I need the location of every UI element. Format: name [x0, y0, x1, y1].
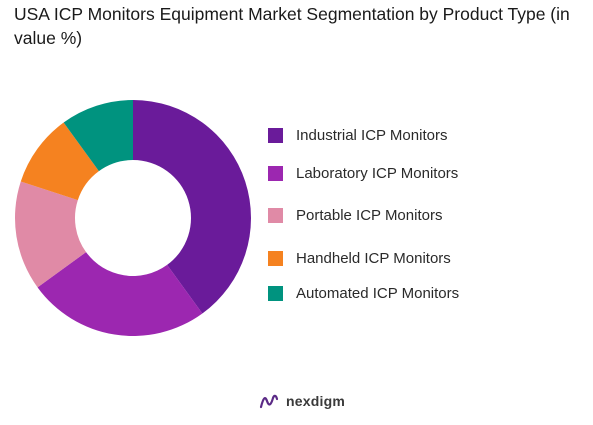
legend-item: Industrial ICP Monitors: [268, 125, 447, 145]
brand-footer: nexdigm: [258, 390, 345, 412]
donut-slice-laboratory-icp-monitors: [37, 252, 203, 336]
legend-label: Automated ICP Monitors: [296, 284, 460, 302]
donut-slice-industrial-icp-monitors: [133, 100, 252, 314]
legend-label: Industrial ICP Monitors: [296, 126, 448, 144]
legend-label: Laboratory ICP Monitors: [296, 164, 459, 182]
donut-slice-automated-icp-monitors: [63, 100, 133, 172]
legend-item: Automated ICP Monitors: [268, 283, 459, 303]
legend-item: Laboratory ICP Monitors: [268, 163, 458, 183]
legend-swatch: [268, 285, 283, 301]
donut-slice-handheld-icp-monitors: [20, 122, 99, 201]
legend-item: Portable ICP Monitors: [268, 205, 442, 225]
donut-slice-portable-icp-monitors: [15, 181, 87, 288]
nexdigm-logo-icon: [259, 394, 279, 409]
brand-name: nexdigm: [286, 393, 345, 409]
legend-swatch: [268, 165, 283, 181]
chart-title: USA ICP Monitors Equipment Market Segmen…: [14, 4, 570, 48]
legend-label: Portable ICP Monitors: [296, 206, 443, 224]
legend-item: Handheld ICP Monitors: [268, 248, 451, 268]
legend-swatch: [268, 127, 283, 143]
legend-swatch: [268, 250, 283, 266]
legend-swatch: [268, 207, 283, 223]
legend-label: Handheld ICP Monitors: [296, 249, 451, 267]
